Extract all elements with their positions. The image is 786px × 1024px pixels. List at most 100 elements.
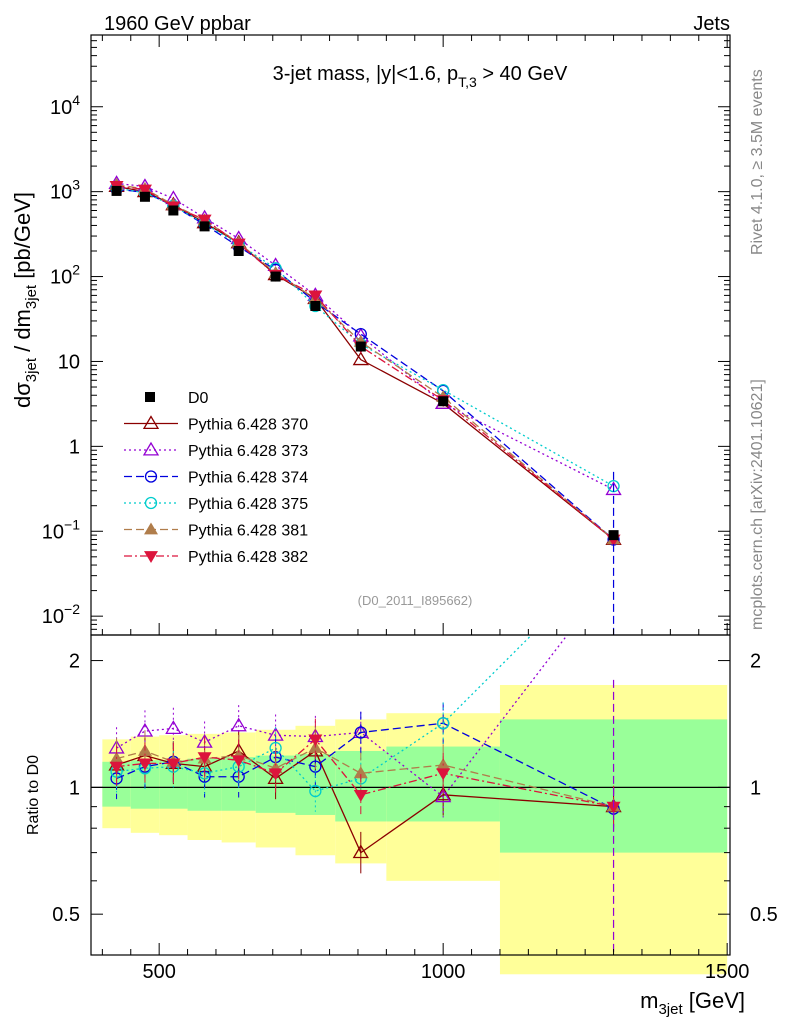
- legend-marker-p373: [142, 441, 160, 456]
- ratio-point-p373: [196, 733, 213, 748]
- ratio-axes: 0.5 0.5 1 1 2 2 500 1000 1500: [52, 634, 778, 983]
- legend-label-p370: Pythia 6.428 370: [188, 417, 308, 434]
- data-point-d0: [355, 341, 366, 352]
- legend-label-p375: Pythia 6.428 375: [188, 496, 308, 513]
- legend-label-d0: D0: [188, 390, 209, 407]
- y-tick-label: 104: [50, 92, 80, 119]
- ratio-tick-label-right: 1: [750, 777, 761, 799]
- y-tick-base: 10: [42, 521, 64, 543]
- ratio-tick-label-right: 2: [750, 651, 761, 673]
- legend-marker-d0: [145, 392, 155, 402]
- x-tick-label: 1000: [421, 961, 466, 983]
- analysis-label: (D0_2011_I895662): [358, 593, 473, 608]
- legend: D0 Pythia 6.428 370 Pythia 6.428 373 Pythia…: [124, 390, 308, 566]
- ratio-tick-label: 0.5: [52, 904, 80, 926]
- y-tick-label: 10−2: [42, 601, 80, 628]
- y-tick-label: 1: [69, 436, 80, 458]
- ratio-bands: [91, 684, 730, 975]
- header-right: Jets: [693, 13, 730, 35]
- ratio-point-p375: [437, 717, 450, 730]
- ratio-tick-label-right: 0.5: [750, 904, 778, 926]
- ratio-frame: [90, 634, 731, 956]
- ratio-series-layer: [108, 635, 622, 955]
- header-left: 1960 GeV ppbar: [104, 13, 251, 35]
- data-point-d0: [438, 396, 449, 407]
- chart-title: 3-jet mass, |y|<1.6, pT,3 > 40 GeV: [273, 63, 568, 90]
- series-line-p373: [116, 182, 614, 491]
- x-tick-label: 1500: [705, 961, 750, 983]
- main-series-layer: [108, 175, 622, 635]
- data-point-d0: [139, 191, 150, 202]
- y-tick-exponent: 4: [72, 92, 80, 108]
- y-tick-base: 10: [58, 351, 80, 373]
- ratio-point-p373: [435, 788, 452, 803]
- y-tick-exponent: −1: [64, 516, 80, 532]
- y-tick-label: 102: [50, 262, 80, 289]
- legend-marker-p370: [142, 415, 160, 430]
- data-point-d0: [111, 185, 122, 196]
- ratio-point-p370: [267, 770, 284, 784]
- series-line-p375: [116, 187, 614, 487]
- x-axis-label: m3jet [GeV]: [640, 988, 745, 1018]
- ratio-point-p382: [353, 789, 368, 802]
- point-p382: [137, 184, 152, 197]
- point-p382: [231, 238, 246, 251]
- ratio-point-p381: [353, 766, 368, 779]
- ratio-point-p373: [230, 717, 247, 732]
- legend-label-p374: Pythia 6.428 374: [188, 470, 308, 487]
- legend-label-p382: Pythia 6.428 382: [188, 549, 308, 566]
- ratio-point-p375: [309, 784, 322, 798]
- legend-marker-p382: [144, 551, 158, 563]
- y-tick-exponent: 2: [72, 262, 80, 278]
- point-p382: [197, 214, 212, 227]
- y-tick-base: 10: [50, 267, 72, 289]
- data-point-d0: [310, 300, 321, 311]
- series-line-p381: [116, 184, 614, 540]
- data-point-d0: [168, 205, 179, 216]
- data-point-d0: [199, 221, 210, 232]
- ratio-line-p381: [116, 747, 614, 808]
- ratio-point-p370: [352, 844, 369, 859]
- legend-marker-p375: [144, 496, 158, 510]
- y-tick-label: 10−1: [42, 516, 80, 543]
- legend-marker-p381: [144, 522, 158, 535]
- point-p382: [308, 290, 323, 303]
- x-tick-label: 500: [142, 961, 175, 983]
- y-tick-exponent: −2: [64, 601, 80, 617]
- ratio-axis-label: Ratio to D0: [25, 755, 42, 835]
- ratio-point-p382: [197, 752, 212, 765]
- ratio-point-p382: [137, 758, 152, 771]
- ratio-point-p382: [109, 761, 124, 774]
- rivet-label: Rivet 4.1.0, ≥ 3.5M events: [749, 69, 766, 255]
- mcplots-label: mcplots.cern.ch [arXiv:2401.10621]: [749, 379, 766, 630]
- ratio-line-p375: [116, 635, 533, 792]
- legend-label-p381: Pythia 6.428 381: [188, 523, 308, 540]
- ratio-point-p382: [268, 768, 283, 781]
- legend-marker-p374: [144, 470, 158, 483]
- ratio-point-p382: [308, 734, 323, 747]
- ratio-point-p373: [165, 720, 182, 735]
- legend-label-p373: Pythia 6.428 373: [188, 443, 308, 460]
- y-tick-label: 10: [58, 351, 80, 373]
- main-plot-area: [91, 35, 730, 635]
- y-tick-exponent: 3: [72, 177, 80, 193]
- ratio-tick-label: 2: [69, 651, 80, 673]
- y-tick-base: 10: [42, 606, 64, 628]
- y-tick-base: 10: [50, 182, 72, 204]
- ratio-tick-label: 1: [69, 777, 80, 799]
- ratio-point-p382: [436, 768, 451, 781]
- series-line-p382: [116, 185, 614, 540]
- data-point-d0: [270, 271, 281, 282]
- point-p370: [352, 351, 369, 366]
- y-tick-label: 103: [50, 177, 80, 204]
- ratio-line-p370: [116, 750, 614, 854]
- ratio-line-p374: [116, 722, 614, 810]
- y-axis-label: dσ3jet / dm3jet [pb/GeV]: [10, 192, 40, 408]
- y-tick-base: 1: [69, 436, 80, 458]
- data-point-d0: [608, 530, 619, 541]
- ratio-point-p382: [231, 755, 246, 768]
- point-p373: [605, 481, 622, 496]
- ratio-point-p374: [354, 726, 367, 739]
